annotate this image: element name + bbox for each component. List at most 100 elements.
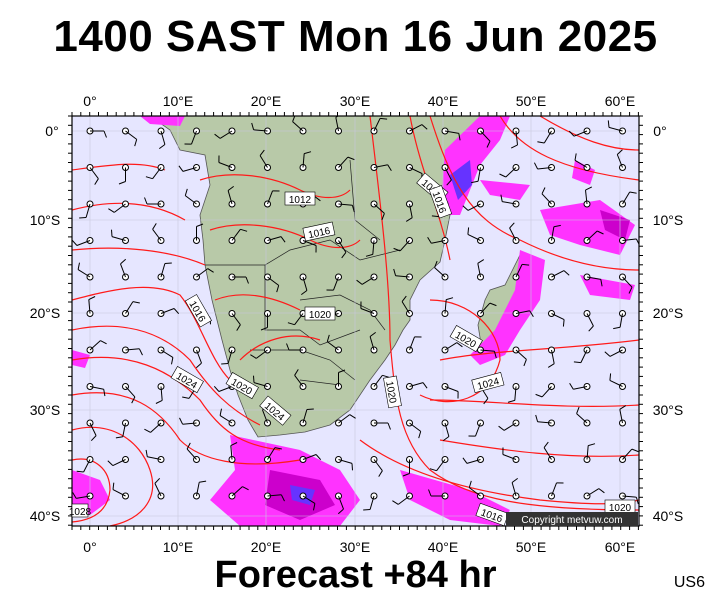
lon-label-bottom: 30°E: [340, 539, 371, 555]
wind-barb-staff: [543, 447, 552, 460]
wind-barb-flag: [471, 180, 479, 184]
wind-barb-flag: [100, 340, 107, 345]
wind-barb-flag: [253, 375, 255, 383]
wind-barb-staff: [431, 240, 446, 244]
lon-label-bottom: 20°E: [251, 539, 282, 555]
wind-barb-staff: [586, 276, 601, 280]
wind-barb-staff: [480, 302, 491, 314]
wind-barb-flag: [431, 215, 439, 218]
wind-barb-flag: [242, 486, 249, 491]
wind-barb-staff: [369, 495, 375, 510]
wind-barb-flag: [145, 176, 153, 180]
wind-barb-staff: [573, 130, 588, 137]
wind-barb-flag: [90, 435, 97, 442]
wind-barb-flag: [619, 405, 627, 410]
lon-label-top: 50°E: [516, 93, 547, 109]
wind-barb-flag: [173, 308, 180, 315]
wind-barb-staff: [89, 386, 104, 390]
wind-barb-flag: [286, 343, 290, 351]
wind-barb-flag: [306, 408, 314, 410]
wind-barb-staff: [551, 226, 555, 241]
wind-barb-staff: [112, 459, 126, 467]
wind-barb-staff: [326, 341, 339, 351]
wind-barb-flag: [381, 213, 385, 221]
wind-barb-staff: [551, 270, 565, 278]
wind-barb-staff: [147, 456, 162, 460]
wind-barb-staff: [88, 299, 91, 314]
wind-barb-flag: [347, 156, 355, 161]
wind-barb-staff: [122, 422, 126, 437]
wind-barb-flag: [607, 120, 610, 128]
wind-barb-staff: [160, 130, 166, 145]
wind-barb-staff: [360, 308, 375, 314]
lon-label-top: 60°E: [605, 93, 636, 109]
wind-barb-flag: [522, 263, 530, 266]
wind-barb-staff: [152, 167, 162, 179]
wind-barb-staff: [480, 130, 491, 142]
wind-barb-staff: [541, 193, 552, 205]
wind-barb-flag: [337, 508, 344, 515]
wind-barb-flag: [500, 194, 503, 202]
wind-barb-flag: [171, 357, 174, 365]
wind-barb-flag: [315, 454, 322, 461]
wind-barb-staff: [154, 483, 162, 497]
wind-barb-flag: [260, 327, 268, 331]
wind-barb-staff: [302, 454, 317, 460]
wind-barb-flag: [421, 124, 428, 130]
wind-barb-flag: [489, 302, 497, 307]
wind-barb-staff: [444, 299, 447, 314]
wind-barb-staff: [231, 486, 243, 497]
wind-barb-flag: [573, 361, 581, 364]
wind-barb-flag: [72, 239, 78, 246]
wind-barb-flag: [553, 224, 561, 228]
wind-barb-flag: [199, 480, 207, 483]
wind-barb-staff: [467, 203, 481, 211]
wind-barb-staff: [395, 275, 410, 278]
lat-label-right: 10°S: [653, 212, 684, 228]
wind-barb-staff: [182, 167, 197, 172]
wind-barb-staff: [255, 349, 268, 359]
wind-barb-staff: [409, 382, 424, 387]
wind-barb-staff: [125, 386, 136, 398]
lon-label-top: 10°E: [163, 93, 194, 109]
wind-barb-flag: [401, 295, 407, 302]
wind-barb-staff: [502, 454, 517, 460]
wind-barb-staff: [338, 156, 349, 168]
wind-barb-staff: [160, 308, 175, 314]
wind-barb-staff: [515, 349, 527, 360]
wind-barb-staff: [196, 349, 202, 364]
wind-barb-flag: [446, 179, 452, 186]
wind-barb-staff: [89, 422, 97, 436]
wind-barb-staff: [409, 167, 423, 175]
wind-barb-flag: [483, 398, 489, 405]
wind-barb-staff: [409, 336, 415, 351]
wind-barb-staff: [85, 203, 91, 218]
wind-barb-flag: [443, 436, 450, 442]
wind-barb-staff: [267, 190, 273, 205]
wind-barb-flag: [562, 319, 565, 327]
wind-barb-staff: [401, 301, 410, 314]
wind-barb-staff: [409, 422, 422, 432]
lat-label-right: 30°S: [653, 402, 684, 418]
wind-barb-staff: [515, 310, 530, 314]
wind-barb-flag: [387, 164, 392, 172]
wind-barb-staff: [196, 482, 200, 497]
wind-barb-flag: [422, 382, 428, 389]
wind-barb-staff: [580, 349, 588, 363]
region-code: US6: [673, 574, 705, 591]
wind-barb-staff: [586, 445, 589, 460]
wind-barb-flag: [341, 252, 347, 259]
wind-barb-flag: [429, 468, 437, 472]
wind-barb-flag: [245, 276, 249, 284]
wind-barb-flag: [537, 141, 545, 144]
wind-barb-staff: [502, 201, 517, 205]
wind-barb-flag: [467, 227, 470, 235]
wind-barb-staff: [218, 162, 233, 168]
wind-barb-flag: [604, 351, 611, 357]
wind-barb-staff: [444, 386, 459, 392]
wind-barb-flag: [276, 285, 280, 293]
wind-barb-staff: [253, 129, 268, 132]
wind-barb-staff: [573, 386, 588, 390]
wind-barb-staff: [468, 487, 481, 497]
wind-barb-staff: [537, 167, 552, 170]
